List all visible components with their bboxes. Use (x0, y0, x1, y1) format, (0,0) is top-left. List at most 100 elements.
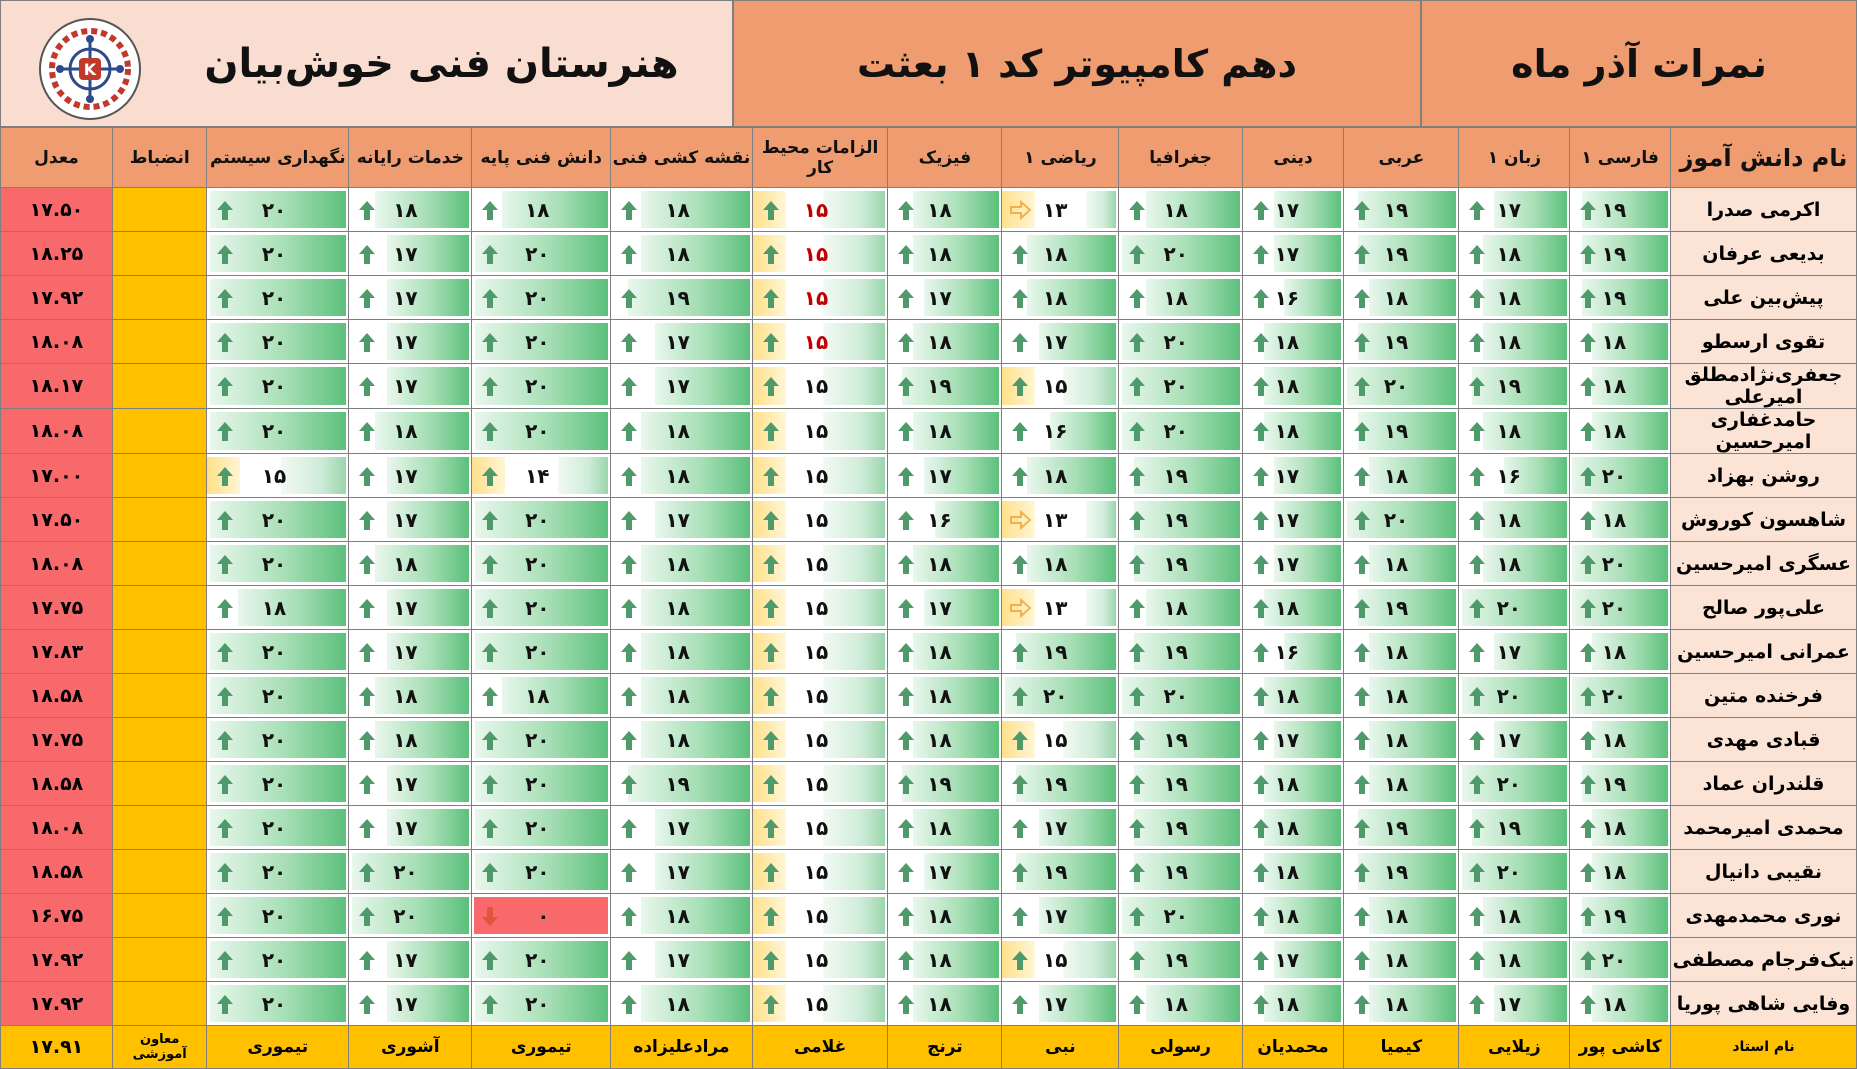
grade-value: ۱۷ (1274, 727, 1300, 752)
arrow-up-icon (217, 642, 234, 662)
grade-data-bar (1357, 235, 1457, 272)
student-name: عسگری امیرحسین (1670, 541, 1857, 586)
grade-value: ۱۸ (1601, 991, 1627, 1016)
grade-cell-content: ۱۵ (753, 543, 887, 585)
discipline-cell (111, 408, 208, 454)
grade-data-bar (912, 985, 1000, 1022)
grade-cell: ۱۵ (751, 497, 889, 542)
school-logo-icon: K (39, 18, 141, 120)
grade-cell: ۱۷ (1001, 805, 1120, 850)
grade-cell-content: ۱۷ (1243, 719, 1343, 761)
grade-value: ۱۷ (665, 507, 690, 532)
arrow-up-icon (762, 332, 779, 352)
arrow-up-icon (217, 200, 234, 220)
grade-cell-content: ۲۰ (1003, 675, 1118, 717)
grade-cell-content: ۲۰ (473, 321, 610, 363)
grade-value: ۲۰ (261, 419, 287, 443)
grade-cell: ۱۹ (1001, 629, 1120, 674)
average-cell: ۱۷.۹۲ (0, 275, 113, 320)
grade-cell: ۱۹ (1001, 849, 1120, 894)
arrow-up-icon (1580, 642, 1597, 662)
grade-cell: ۱۷ (610, 319, 753, 364)
col-header-subject: فیزیک (887, 127, 1003, 188)
grade-data-bar (1274, 545, 1342, 582)
grade-data-bar (1264, 589, 1342, 626)
grade-data-bar (1038, 897, 1117, 934)
grade-cell: ۱۸ (1001, 541, 1120, 586)
grade-value: ۱۸ (1383, 771, 1409, 796)
grade-data-bar (1062, 367, 1117, 405)
grade-value: ۱۹ (1042, 639, 1068, 664)
grade-cell-content: ۱۸ (612, 675, 752, 717)
grade-cell-content: ۲۰ (208, 895, 348, 937)
grade-value: ۲۰ (1163, 419, 1188, 443)
grade-cell: ۲۰ (206, 541, 350, 586)
grade-value: ۲۰ (1163, 374, 1188, 398)
arrow-up-icon (1252, 906, 1269, 926)
col-header-subject: دینی (1241, 127, 1345, 188)
grade-cell: ۱۸ (1343, 761, 1460, 806)
grade-data-bar (375, 721, 470, 758)
grade-value: ۲۰ (393, 859, 418, 884)
grade-value: ۱۷ (927, 285, 952, 310)
grade-value: ۱۸ (1274, 815, 1300, 840)
grade-value: ۱۸ (1163, 991, 1188, 1016)
grade-cell-content: ۱۸ (1345, 983, 1458, 1025)
grade-data-bar (1591, 323, 1668, 360)
grade-cell: ۱۹ (1343, 585, 1460, 630)
grade-value: ۱۸ (1042, 463, 1068, 488)
grade-cell-content: ۱۸ (1571, 365, 1670, 408)
arrow-up-icon (1469, 994, 1486, 1014)
arrow-up-icon (1012, 818, 1029, 838)
arrow-up-icon (359, 377, 376, 396)
grade-cell-content: ۱۹ (1571, 895, 1670, 937)
arrow-up-icon (1252, 288, 1269, 308)
arrow-up-icon (621, 466, 638, 486)
grade-value: ۲۰ (1163, 903, 1188, 928)
grade-cell: ۲۰ (206, 231, 350, 276)
grade-cell: ۲۰ (1569, 673, 1671, 718)
arrow-up-icon (621, 994, 638, 1014)
grade-cell-content: ۱۵ (753, 763, 887, 805)
grade-data-bar (237, 589, 347, 626)
grade-cell-content: ۱۵ (753, 277, 887, 319)
arrow-up-icon (1580, 332, 1597, 352)
arrow-up-icon (1354, 818, 1371, 838)
grade-cell: ۱۷ (887, 849, 1003, 894)
grade-value: ۱۸ (1042, 285, 1068, 310)
grade-cell-content: ۱۵ (753, 807, 887, 849)
grade-data-bar (387, 633, 470, 670)
arrow-up-icon (1012, 862, 1029, 882)
arrow-up-icon (359, 994, 376, 1014)
arrow-up-icon (359, 510, 376, 530)
grade-cell-content: ۱۵ (753, 365, 887, 408)
arrow-up-icon (217, 422, 234, 441)
average-cell: ۱۷.۵۰ (0, 187, 113, 232)
arrow-up-icon (1580, 906, 1597, 926)
grade-value: ۱۵ (1042, 374, 1068, 398)
grade-cell: ۱۷ (610, 805, 753, 850)
grade-value: ۱۹ (1601, 903, 1627, 928)
grade-data-bar (1493, 721, 1568, 758)
grade-cell: ۱۵ (751, 761, 889, 806)
grade-cell: ۱۸ (1118, 585, 1243, 630)
arrow-up-icon (762, 686, 779, 706)
grade-cell: ۱۹ (1118, 937, 1243, 982)
grade-cell-content: ۱۸ (1120, 189, 1241, 231)
arrow-up-icon (898, 642, 915, 662)
grade-data-bar (1133, 941, 1240, 978)
grade-value: ۱۷ (1274, 507, 1300, 532)
table-row: ۱۷.۷۵ ۲۰ ۱۸ ۲۰ ۱۸ ۱۵ ۱۸ ۱۵ ۱۹ ۱۷ ۱۸ ۱۷ ۱۸ قبادی مهدی (0, 717, 1857, 762)
grade-data-bar (1274, 235, 1342, 272)
arrow-up-icon (1129, 422, 1146, 441)
grade-cell-content: ۱۸ (889, 233, 1001, 275)
grade-data-bar (822, 367, 886, 405)
arrow-right-icon (1010, 199, 1032, 220)
arrow-up-icon (1129, 950, 1146, 970)
grade-cell: ۲۰ (1118, 408, 1243, 454)
arrow-up-icon (621, 200, 638, 220)
grade-cell: ۱۷ (1241, 497, 1345, 542)
table-row: ۱۷.۰۰ ۱۵ ۱۷ ۱۴ ۱۸ ۱۵ ۱۷ ۱۸ ۱۹ ۱۷ ۱۸ ۱۶ ۲۰ روشن بهزاد (0, 453, 1857, 498)
grade-value: ۱۷ (927, 859, 952, 884)
grade-cell: ۱۹ (1569, 231, 1671, 276)
